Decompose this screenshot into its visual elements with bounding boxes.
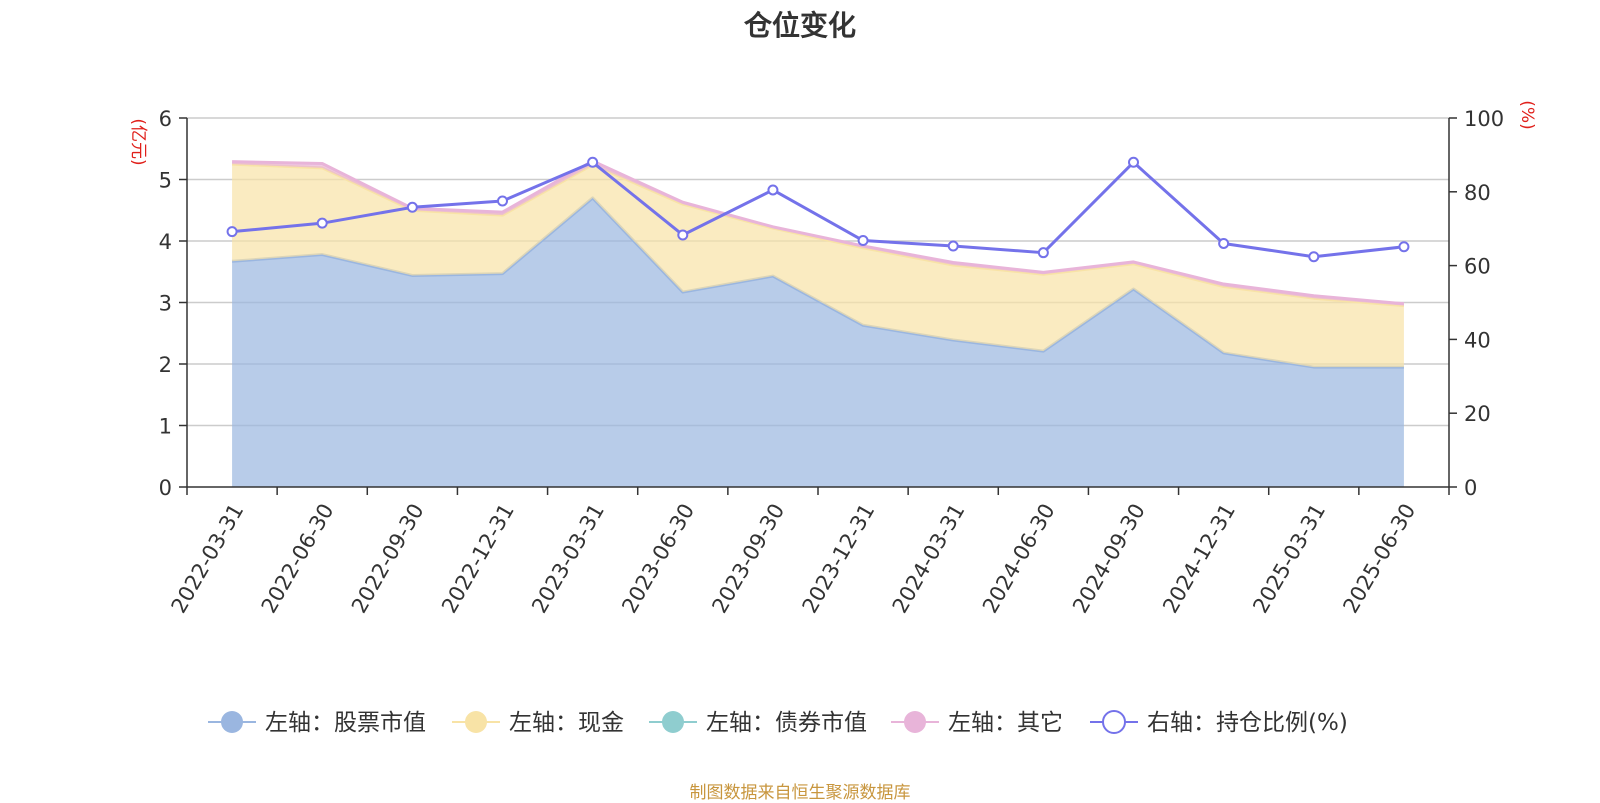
left-axis-unit: (亿元) [128, 118, 148, 165]
legend: 左轴：股票市值 左轴：现金 左轴：债券市值 左轴：其它 右轴：持仓比例(%) [208, 710, 1348, 736]
x-axis-tick-label: 2024-06-30 [978, 500, 1060, 618]
legend-label: 左轴：其它 [948, 710, 1063, 736]
x-axis-tick-label: 2022-12-31 [437, 500, 519, 618]
right-axis-tick-label: 0 [1464, 476, 1477, 500]
ratio-point [1308, 251, 1320, 263]
right-axis-tick-label: 20 [1464, 402, 1491, 426]
legend-item: 右轴：持仓比例(%) [1090, 710, 1348, 736]
legend-marker-icon [662, 711, 684, 733]
x-axis-tick-label: 2022-03-31 [167, 500, 249, 618]
left-axis-tick-label: 4 [159, 230, 172, 254]
legend-item: 左轴：股票市值 [208, 710, 426, 736]
ratio-point [767, 184, 779, 196]
legend-item: 左轴：债券市值 [649, 710, 867, 736]
x-axis-tick-label: 2025-06-30 [1338, 500, 1420, 618]
legend-label: 左轴：股票市值 [265, 710, 426, 736]
left-axis-tick-label: 0 [159, 476, 172, 500]
ratio-point [947, 240, 959, 252]
left-axis-tick-label: 6 [159, 107, 172, 131]
x-axis-tick-label: 2024-09-30 [1068, 500, 1150, 618]
ratio-point [587, 156, 599, 168]
legend-label: 左轴：债券市值 [706, 710, 867, 736]
x-axis-tick-label: 2022-09-30 [347, 500, 429, 618]
area-左轴：现金 [232, 164, 1404, 368]
ratio-point [1218, 237, 1230, 249]
area-edge-左轴：其它 [232, 159, 1405, 306]
x-axis-tick-label: 2023-09-30 [707, 500, 789, 618]
source-note: 制图数据来自恒生聚源数据库 [689, 783, 911, 803]
right-axis-tick-label: 60 [1464, 255, 1491, 279]
x-axis-tick-label: 2024-03-31 [888, 500, 970, 618]
ratio-point [857, 235, 869, 247]
ratio-point [316, 217, 328, 229]
left-axis-tick-label: 2 [159, 353, 172, 377]
left-axis-tick-label: 3 [159, 292, 172, 316]
x-axis-tick-label: 2025-03-31 [1248, 500, 1330, 618]
ratio-point [226, 226, 238, 238]
area-左轴：股票市值 [232, 197, 1404, 487]
ratio-point [1037, 247, 1049, 259]
ratio-point [497, 195, 508, 207]
legend-label: 右轴：持仓比例(%) [1147, 710, 1348, 736]
area-series [231, 159, 1405, 487]
legend-marker-icon [465, 711, 487, 733]
ratio-point [1398, 241, 1410, 253]
legend-marker-icon [221, 711, 243, 733]
right-axis-unit: (%) [1517, 100, 1537, 129]
x-axis-tick-label: 2023-06-30 [617, 500, 699, 618]
x-axis-tick-label: 2023-03-31 [527, 500, 609, 618]
x-axis-tick-label: 2022-06-30 [257, 500, 339, 618]
left-axis-tick-label: 1 [159, 415, 172, 439]
legend-item: 左轴：现金 [452, 710, 624, 736]
x-axis-tick-label: 2023-12-31 [798, 500, 880, 618]
right-axis-tick-label: 80 [1464, 181, 1491, 205]
legend-label: 左轴：现金 [509, 710, 624, 736]
right-axis-tick-label: 100 [1464, 107, 1504, 131]
legend-marker-icon [1102, 710, 1126, 734]
ratio-point [677, 229, 689, 241]
ratio-point [406, 201, 418, 213]
ratio-line-series [226, 156, 1410, 263]
x-axis-tick-label: 2024-12-31 [1158, 500, 1240, 618]
ratio-point [1128, 156, 1139, 168]
right-axis-tick-label: 40 [1464, 328, 1491, 352]
left-axis-tick-label: 5 [159, 169, 172, 193]
legend-item: 左轴：其它 [891, 710, 1063, 736]
line-右轴：持仓比例(%) [231, 160, 1405, 259]
chart-title: 仓位变化 [743, 9, 856, 42]
legend-marker-icon [904, 711, 926, 733]
